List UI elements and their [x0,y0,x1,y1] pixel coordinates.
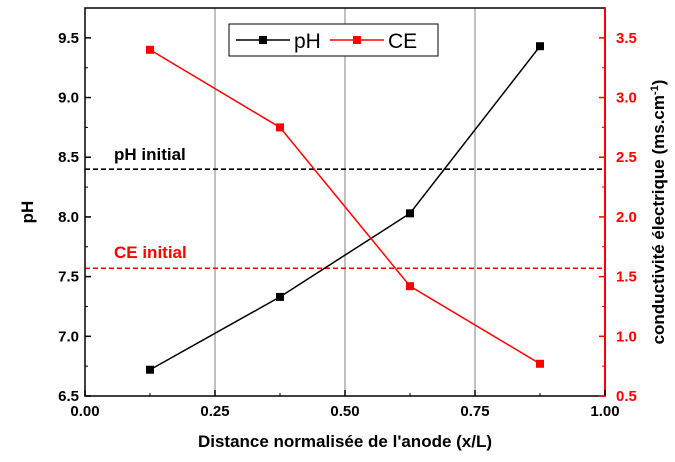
data-point [276,123,284,132]
data-point [406,282,414,291]
tick-label: 3.0 [616,90,637,107]
tick-label: 0.25 [200,403,229,420]
series-line [149,45,541,371]
data-point [276,292,284,301]
y-right-axis-title-superscript: -1 [649,85,661,95]
tick-label: 9.5 [58,30,79,47]
tick-label: 8.0 [58,209,79,226]
x-axis-title: Distance normalisée de l'anode (x/L) [198,432,492,451]
tick-label: 0.75 [460,403,489,420]
vertical-gridlines [214,8,476,396]
axis-ticks: 0.00 0.25 0.50 0.75 1.00 6.5 7.0 7.5 8.0 8.5 9.0 9.… [58,30,637,420]
data-point [146,45,154,54]
reference-lines [85,168,605,270]
legend-ce-label: CE [388,30,417,53]
tick-label: 8.5 [58,149,79,166]
y-right-axis-title: conductivité électrique (ms.cm-1) [649,80,668,345]
y-right-axis-title-end: ) [649,80,668,86]
data-point [146,365,154,374]
legend-ph-marker [259,36,267,44]
y-left-axis-title: pH [18,201,37,224]
tick-label: 0.50 [330,403,359,420]
tick-label: 1.5 [616,269,637,286]
legend: pH CE [228,23,439,57]
data-point [536,42,544,51]
legend-ce-marker [353,36,361,44]
series-layer [146,42,544,374]
tick-label: 0.5 [616,388,637,405]
legend-ph-label: pH [294,30,321,53]
tick-label: 0.00 [70,403,99,420]
tick-label: 1.00 [590,403,619,420]
tick-label: 3.5 [616,30,637,47]
tick-label: 7.5 [58,269,79,286]
tick-label: 7.0 [58,328,79,345]
series-line [149,49,541,365]
data-point [406,209,414,218]
ph-initial-label: pH initial [114,145,186,164]
tick-label: 6.5 [58,388,79,405]
data-point [536,359,544,368]
ce-initial-label: CE initial [114,243,187,262]
tick-label: 2.5 [616,149,637,166]
tick-label: 2.0 [616,209,637,226]
tick-label: 9.0 [58,90,79,107]
y-right-axis-title-main: conductivité électrique (ms.cm [649,95,668,344]
tick-label: 1.0 [616,328,637,345]
